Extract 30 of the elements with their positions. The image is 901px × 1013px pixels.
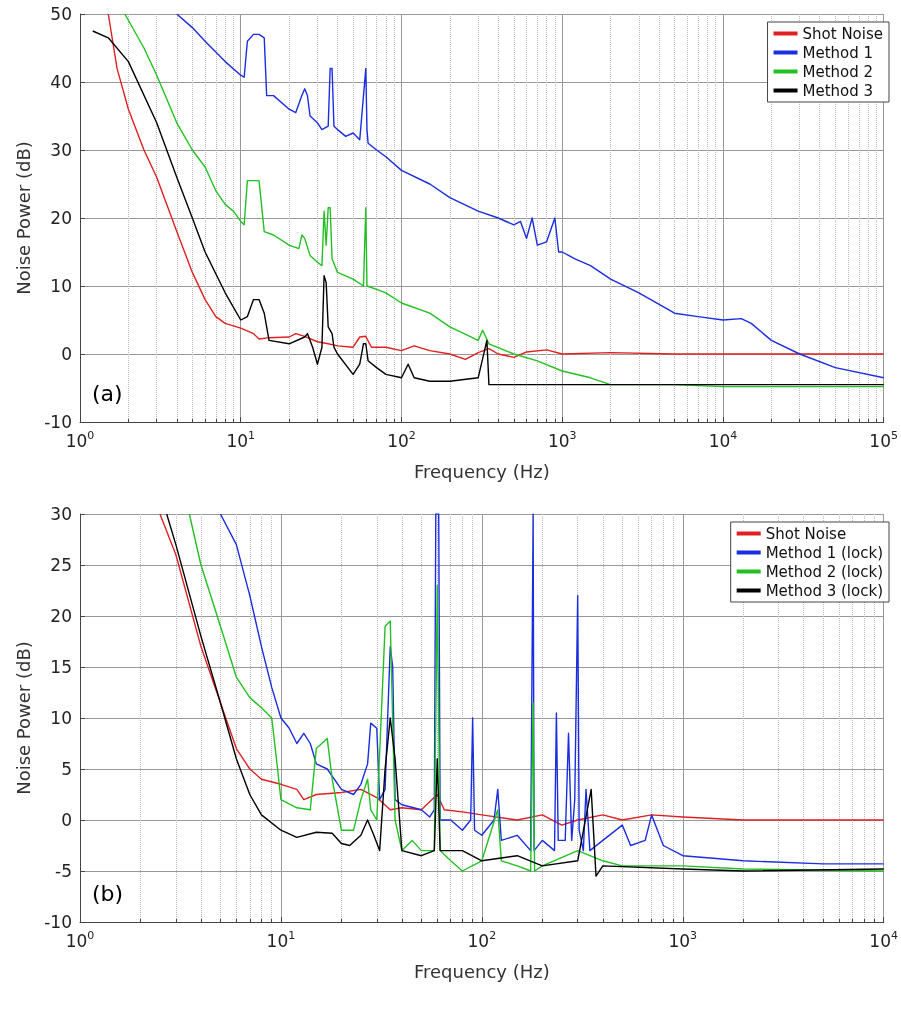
legend-label: Method 1 (lock) — [765, 543, 884, 562]
y-tick-label: 10 — [50, 276, 72, 296]
y-tick-label: -10 — [44, 412, 72, 432]
y-tick-label: 30 — [50, 140, 72, 160]
y-tick-label: 50 — [50, 4, 72, 24]
y-axis-title: Noise Power (dB) — [12, 641, 34, 795]
y-tick-label: 15 — [50, 657, 72, 677]
annotation: (b) — [92, 880, 124, 906]
y-axis-title: Noise Power (dB) — [12, 141, 34, 295]
y-tick-label: -5 — [55, 861, 72, 881]
y-tick-label: 20 — [50, 208, 72, 228]
y-tick-label: 30 — [50, 504, 72, 524]
legend-label: Method 1 — [802, 43, 874, 62]
y-tick-label: 0 — [61, 344, 72, 364]
annotation: (a) — [92, 380, 123, 406]
y-tick-label: -10 — [44, 912, 72, 932]
y-tick-label: 0 — [61, 810, 72, 830]
legend-label: Method 2 (lock) — [765, 562, 884, 581]
legend-label: Shot Noise — [802, 24, 883, 43]
y-tick-label: 20 — [50, 606, 72, 626]
y-tick-label: 25 — [50, 555, 72, 575]
legend-label: Shot Noise — [765, 524, 847, 543]
legend-label: Method 3 (lock) — [765, 581, 884, 600]
y-tick-label: 5 — [61, 759, 72, 779]
legend-label: Method 2 — [802, 62, 874, 81]
legend-label: Method 3 — [802, 81, 874, 100]
y-tick-label: 10 — [50, 708, 72, 728]
x-axis-title: Frequency (Hz) — [413, 460, 550, 482]
x-axis-title: Frequency (Hz) — [413, 960, 550, 982]
y-tick-label: 40 — [50, 72, 72, 92]
